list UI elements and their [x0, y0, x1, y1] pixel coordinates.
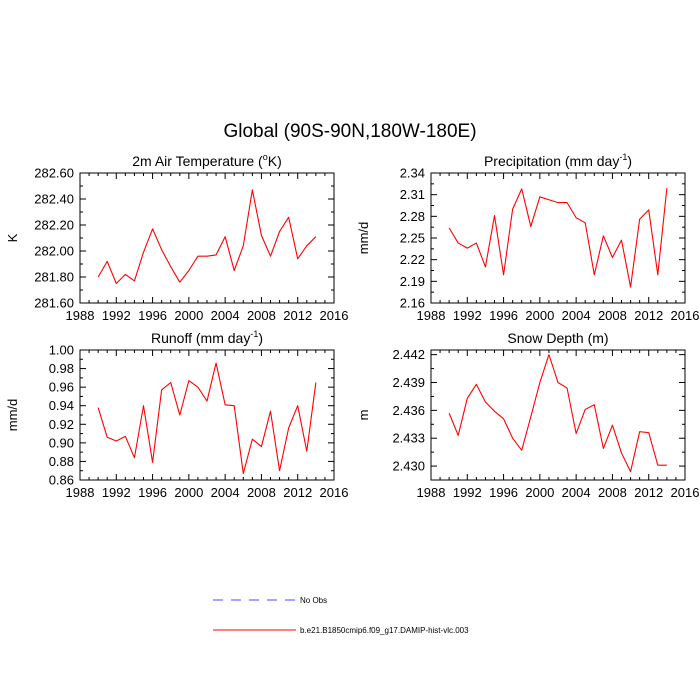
y-tick-label: 281.60	[34, 296, 74, 311]
panel-title-main: Runoff (mm day	[151, 330, 250, 346]
panel-title-tail: )	[258, 330, 263, 346]
panel-title-main: Precipitation (mm day	[484, 153, 619, 169]
x-tick-label: 2008	[598, 485, 627, 500]
panel-title-tail: K)	[268, 153, 282, 169]
x-tick-label: 2008	[598, 308, 627, 323]
chart-panel-1: 1988 1992 1996 2000 2004 2008 2012 2016 281.60 28…	[5, 152, 348, 323]
plot-frame	[430, 172, 686, 304]
x-tick-label: 1996	[138, 485, 167, 500]
y-tick-label: 282.20	[34, 218, 74, 233]
x-tick-label: 1992	[102, 308, 131, 323]
chart-panel-4: 1988 1992 1996 2000 2004 2008 2012 2016 2.430 2.4…	[356, 330, 699, 500]
y-tick-label: 2.16	[400, 296, 425, 311]
series-line	[448, 354, 667, 473]
panel-title: Snow Depth (m)	[507, 330, 608, 346]
panel-title-superscript: -1	[250, 329, 258, 339]
legend-item: No Obs	[213, 596, 327, 605]
plot-frame	[79, 349, 335, 481]
panel-title: Precipitation (mm day-1)	[484, 152, 632, 169]
x-tick-label: 2004	[562, 485, 591, 500]
x-tick-label: 2012	[634, 485, 663, 500]
x-tick-label: 1988	[66, 485, 95, 500]
y-tick-label: 0.86	[49, 473, 74, 488]
y-tick-label: 282.60	[34, 166, 74, 181]
legend-label: b.e21.B1850cmip6.f09_g17.DAMIP-hist-vlc.…	[300, 626, 469, 635]
panel-title-superscript: -1	[619, 152, 627, 162]
plot-frame	[430, 349, 686, 481]
y-tick-label: 0.88	[49, 454, 74, 469]
y-tick-label: 1.00	[49, 343, 74, 358]
y-tick-label: 2.34	[400, 166, 425, 181]
x-tick-label: 2000	[525, 485, 554, 500]
x-tick-label: 2012	[283, 485, 312, 500]
y-tick-label: 0.94	[49, 398, 74, 413]
y-axis-label: K	[5, 233, 20, 242]
x-tick-label: 2016	[320, 485, 349, 500]
x-tick-label: 2000	[174, 308, 203, 323]
panel-title-main: Snow Depth (m)	[507, 330, 608, 346]
x-tick-label: 2004	[211, 308, 240, 323]
x-tick-label: 2008	[247, 308, 276, 323]
x-tick-label: 1988	[417, 485, 446, 500]
x-tick-label: 1992	[453, 308, 482, 323]
chart-panel-2: 1988 1992 1996 2000 2004 2008 2012 2016 2.16 2.19…	[356, 152, 699, 323]
x-tick-label: 2000	[174, 485, 203, 500]
y-tick-label: 2.442	[392, 347, 425, 362]
legend-label: No Obs	[300, 596, 327, 605]
y-tick-label: 2.430	[392, 459, 425, 474]
legend: No Obs b.e21.B1850cmip6.f09_g17.DAMIP-his…	[213, 596, 469, 635]
x-tick-label: 1996	[489, 308, 518, 323]
figure-title: Global (90S-90N,180W-180E)	[223, 121, 476, 142]
x-tick-label: 2016	[671, 485, 700, 500]
y-tick-label: 0.98	[49, 361, 74, 376]
panel-title: 2m Air Temperature (oK)	[132, 152, 281, 169]
y-tick-label: 282.40	[34, 192, 74, 207]
y-axis-label: m	[356, 410, 371, 421]
x-tick-label: 1992	[453, 485, 482, 500]
panel-title-superscript: o	[263, 152, 268, 162]
panel-title-main: 2m Air Temperature (	[132, 153, 263, 169]
x-tick-label: 2004	[211, 485, 240, 500]
y-tick-label: 2.31	[400, 187, 425, 202]
panels: 1988 1992 1996 2000 2004 2008 2012 2016 281.60 28…	[5, 152, 699, 500]
x-tick-label: 2000	[525, 308, 554, 323]
y-tick-label: 2.439	[392, 375, 425, 390]
y-axis-label: mm/d	[5, 399, 20, 432]
series-line	[97, 189, 317, 285]
y-axis-label: mm/d	[356, 222, 371, 255]
x-tick-label: 2016	[671, 308, 700, 323]
y-tick-label: 2.28	[400, 209, 425, 224]
plot-frame	[79, 172, 335, 304]
y-tick-label: 2.25	[400, 231, 425, 246]
y-tick-label: 0.96	[49, 380, 74, 395]
x-tick-label: 2004	[562, 308, 591, 323]
panel-title-tail: )	[627, 153, 632, 169]
x-tick-label: 2008	[247, 485, 276, 500]
chart-panel-3: 1988 1992 1996 2000 2004 2008 2012 2016 0.86 0.88…	[5, 329, 348, 500]
y-tick-label: 2.19	[400, 274, 425, 289]
y-tick-label: 0.90	[49, 435, 74, 450]
x-tick-label: 1996	[489, 485, 518, 500]
x-tick-label: 2012	[283, 308, 312, 323]
x-tick-label: 1988	[417, 308, 446, 323]
series-line	[448, 188, 668, 288]
y-tick-label: 2.433	[392, 431, 425, 446]
x-tick-label: 2016	[320, 308, 349, 323]
y-tick-label: 281.80	[34, 270, 74, 285]
y-tick-label: 2.22	[400, 252, 425, 267]
legend-item: b.e21.B1850cmip6.f09_g17.DAMIP-hist-vlc.…	[213, 626, 469, 635]
series-line	[97, 362, 317, 475]
y-tick-label: 0.92	[49, 417, 74, 432]
x-tick-label: 1996	[138, 308, 167, 323]
panel-title: Runoff (mm day-1)	[151, 329, 263, 346]
x-tick-label: 1992	[102, 485, 131, 500]
x-tick-label: 1988	[66, 308, 95, 323]
y-tick-label: 2.436	[392, 403, 425, 418]
y-tick-label: 282.00	[34, 244, 74, 259]
x-tick-label: 2012	[634, 308, 663, 323]
